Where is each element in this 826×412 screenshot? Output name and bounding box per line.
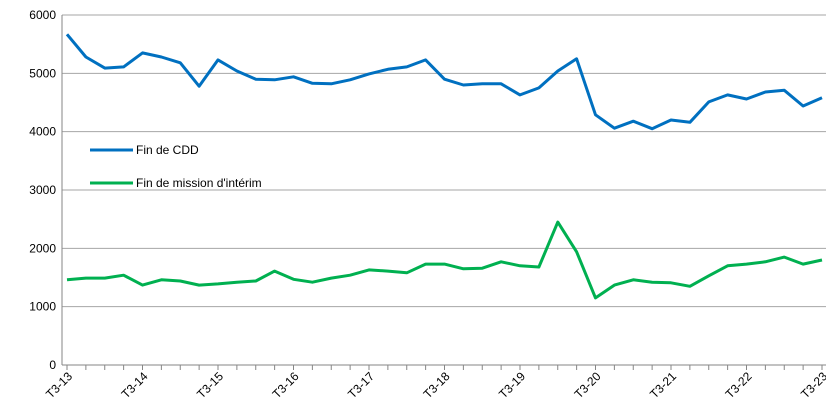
y-tick-label: 3000 <box>29 183 56 197</box>
x-tick-label: T3-23 <box>798 369 826 401</box>
x-tick-label: T3-13 <box>43 369 75 401</box>
x-tick-label: T3-17 <box>345 369 377 401</box>
series-line <box>66 220 823 300</box>
y-tick-label: 2000 <box>29 241 56 255</box>
x-tick-label: T3-22 <box>723 369 755 401</box>
x-tick-label: T3-19 <box>496 369 528 401</box>
x-tick-label: T3-14 <box>119 369 151 401</box>
legend-label: Fin de mission d'intérim <box>136 176 262 190</box>
x-tick-label: T3-16 <box>270 369 302 401</box>
legend-label: Fin de CDD <box>136 143 199 157</box>
y-tick-label: 5000 <box>29 66 56 80</box>
y-tick-label: 0 <box>49 358 56 372</box>
x-tick-label: T3-21 <box>647 369 679 401</box>
x-tick-label: T3-20 <box>572 369 604 401</box>
y-tick-label: 4000 <box>29 125 56 139</box>
x-tick-label: T3-15 <box>194 369 226 401</box>
series-line <box>65 33 823 131</box>
y-tick-label: 1000 <box>29 300 56 314</box>
x-tick-label: T3-18 <box>421 369 453 401</box>
y-tick-label: 6000 <box>29 8 56 22</box>
